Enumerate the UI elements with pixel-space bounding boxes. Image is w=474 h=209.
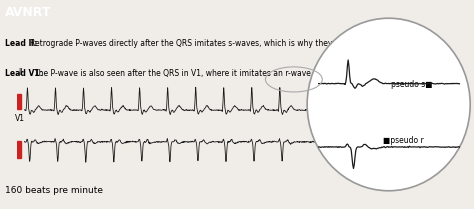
Text: .: . xyxy=(370,39,372,48)
Text: Retrograde P-waves directly after the QRS imitates s-waves, which is why they ar: Retrograde P-waves directly after the QR… xyxy=(30,39,404,48)
Text: pseudo r: pseudo r xyxy=(384,69,422,78)
Text: V1: V1 xyxy=(15,114,25,123)
Text: Lead II:: Lead II: xyxy=(5,39,40,48)
Text: .: . xyxy=(411,69,414,78)
Text: The P-wave is also seen after the QRS in V1, where it imitates an r-wave, which : The P-wave is also seen after the QRS in… xyxy=(34,69,438,78)
Text: 160 beats pre minute: 160 beats pre minute xyxy=(5,186,103,195)
Text: pseudo s: pseudo s xyxy=(342,39,381,48)
Text: AVNRT: AVNRT xyxy=(5,6,52,19)
Bar xyxy=(17,94,21,109)
Circle shape xyxy=(307,18,470,191)
Text: II: II xyxy=(18,68,22,77)
Text: Lead V1:: Lead V1: xyxy=(5,69,45,78)
Text: ■pseudo r: ■pseudo r xyxy=(383,136,424,145)
Text: pseudo s■: pseudo s■ xyxy=(391,80,432,89)
Bar xyxy=(17,141,21,158)
